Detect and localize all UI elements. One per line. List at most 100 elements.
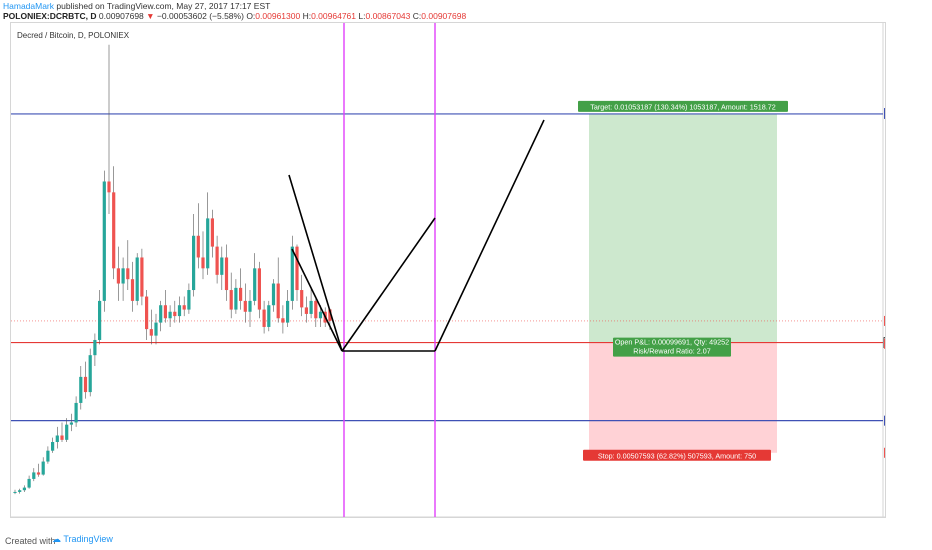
candle-body xyxy=(276,283,280,319)
chart-area[interactable]: 0.022000000.021000000.020000000.01800000… xyxy=(10,22,930,531)
candle-body xyxy=(201,257,205,269)
candle-body xyxy=(267,305,271,327)
price-change: −0.00053602 (−5.58%) xyxy=(156,11,244,21)
candle-body xyxy=(159,305,163,323)
candle-body xyxy=(300,290,304,308)
candle-body xyxy=(248,300,252,312)
candle-body xyxy=(98,300,102,340)
candle-body xyxy=(83,376,88,393)
candle-body xyxy=(22,487,26,491)
candle-body xyxy=(116,268,120,284)
brand-label: TradingView xyxy=(63,534,113,544)
candle-body xyxy=(46,450,50,462)
candle-body xyxy=(295,246,299,291)
trend-drawing[interactable] xyxy=(341,217,436,352)
chart-canvas[interactable]: 0.022000000.021000000.020000000.01800000… xyxy=(11,23,930,531)
candle-body xyxy=(13,491,17,493)
candle-body xyxy=(262,309,266,327)
trend-drawing[interactable] xyxy=(291,248,343,352)
chart-header: HamadaMark published on TradingView.com,… xyxy=(0,0,932,22)
candle-body xyxy=(65,424,69,440)
candle-body xyxy=(229,290,233,310)
stop-label: Stop: 0.00507593 (62.82%) 507593, Amount… xyxy=(598,451,756,460)
candle-body xyxy=(149,329,153,336)
price-label-box xyxy=(884,315,929,326)
candle-body xyxy=(102,181,106,301)
cloud-icon: ☁ xyxy=(52,534,61,544)
publish-info: published on TradingView.com, May 27, 20… xyxy=(56,1,271,11)
candle-body xyxy=(55,435,59,443)
price-label-box xyxy=(884,415,929,426)
target-label: Target: 0.01053187 (130.34%) 1053187, Am… xyxy=(590,102,775,111)
candle-body xyxy=(93,339,97,356)
author-link[interactable]: HamadaMark xyxy=(3,1,55,11)
publish-line: HamadaMark published on TradingView.com,… xyxy=(3,1,270,11)
candle-body xyxy=(234,287,238,310)
candle-body xyxy=(36,472,41,475)
candle-body xyxy=(145,296,149,330)
pnl-label: Open P&L: 0.00099691, Qty: 49252 xyxy=(615,338,729,347)
candle-body xyxy=(187,290,191,310)
candle-body xyxy=(271,283,276,306)
candle-body xyxy=(74,402,78,423)
low-value: 0.00867043 xyxy=(365,11,411,21)
rr-label: Risk/Reward Ratio: 2.07 xyxy=(633,347,711,356)
symbol-label: POLONIEX:DCRBTC, D xyxy=(3,11,97,21)
candle-body xyxy=(318,311,323,319)
down-arrow-icon: ▼ xyxy=(146,11,155,21)
candle-body xyxy=(286,300,290,323)
candle-body xyxy=(304,307,308,314)
candle-body xyxy=(51,442,55,451)
tradingview-logo[interactable]: ☁ TradingView xyxy=(52,534,113,545)
candle-body xyxy=(32,472,36,479)
price-label-box xyxy=(884,108,929,119)
price-label-box xyxy=(884,447,929,458)
candle-body xyxy=(328,309,332,321)
candle-body xyxy=(314,300,318,319)
footer: Created with ☁ TradingView xyxy=(0,533,932,550)
candle-body xyxy=(196,235,200,258)
candle-body xyxy=(177,305,182,317)
chart-title: Decred / Bitcoin, D, POLONIEX xyxy=(17,31,130,40)
candle-body xyxy=(239,287,243,301)
candle-body xyxy=(163,305,167,319)
pnl-label-box xyxy=(613,337,731,357)
candle-body xyxy=(154,322,158,336)
candle-body xyxy=(130,279,135,301)
candle-body xyxy=(290,246,294,301)
candle-body xyxy=(27,478,31,488)
candle-body xyxy=(107,181,111,193)
close-value: 0.00907698 xyxy=(421,11,467,21)
trend-drawing[interactable] xyxy=(434,119,545,352)
candle-body xyxy=(206,218,210,269)
candle-body xyxy=(88,355,92,393)
candle-body xyxy=(112,192,116,269)
candle-body xyxy=(192,235,196,291)
candle-body xyxy=(309,300,313,314)
ohlc-line: POLONIEX:DCRBTC, D 0.00907698 ▼ −0.00053… xyxy=(3,11,466,21)
high-value: 0.00964761 xyxy=(311,11,357,21)
candle-body xyxy=(18,490,22,492)
candle-body xyxy=(243,300,247,312)
stop-label-box xyxy=(583,449,771,461)
low-label: L: xyxy=(358,11,366,21)
candle-body xyxy=(41,461,45,475)
high-label: H: xyxy=(302,11,312,21)
candle-body xyxy=(121,268,125,284)
open-label: O: xyxy=(246,11,256,21)
candle-body xyxy=(253,268,257,301)
target-zone[interactable] xyxy=(589,113,777,343)
candle-body xyxy=(257,268,261,310)
candle-body xyxy=(79,376,83,403)
stop-zone[interactable] xyxy=(589,342,777,453)
candle-body xyxy=(220,257,224,275)
candle-body xyxy=(215,246,219,275)
candle-body xyxy=(140,257,144,297)
candle-body xyxy=(168,311,172,319)
trend-drawing[interactable] xyxy=(288,174,343,352)
candle-body xyxy=(135,257,139,301)
created-with-label: Created with xyxy=(5,536,56,546)
target-label-box xyxy=(578,100,788,112)
candle-body xyxy=(60,435,64,440)
price-label-box xyxy=(884,338,929,349)
